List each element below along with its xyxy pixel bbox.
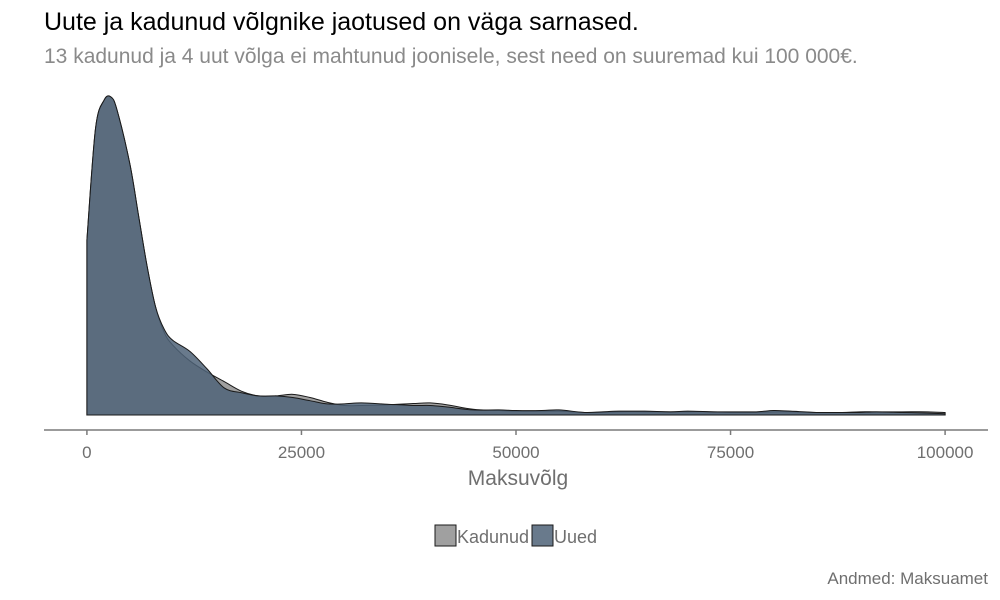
legend-key-uued xyxy=(531,524,554,547)
x-tick-label: 100000 xyxy=(917,443,974,462)
plot-area xyxy=(86,95,946,416)
density-area-uued xyxy=(86,95,946,416)
legend-label-uued: Uued xyxy=(554,527,597,547)
x-tick-label: 75000 xyxy=(707,443,754,462)
legend-key-kadunud xyxy=(434,524,457,547)
x-axis-title: Maksuvõlg xyxy=(468,467,568,490)
x-tick-label: 50000 xyxy=(492,443,539,462)
source-caption: Andmed: Maksuamet xyxy=(827,569,988,588)
density-area-kadunud xyxy=(86,95,946,416)
chart-subtitle: 13 kadunud ja 4 uut võlga ei mahtunud jo… xyxy=(44,45,858,68)
chart-title: Uute ja kadunud võlgnike jaotused on väg… xyxy=(44,8,639,36)
legend-label-kadunud: Kadunud xyxy=(457,527,529,547)
x-axis-ticks: 0 25000 50000 75000 100000 xyxy=(82,430,973,462)
legend: Kadunud Uued xyxy=(434,524,597,547)
x-tick-label: 25000 xyxy=(278,443,325,462)
x-tick-label: 0 xyxy=(82,443,91,462)
